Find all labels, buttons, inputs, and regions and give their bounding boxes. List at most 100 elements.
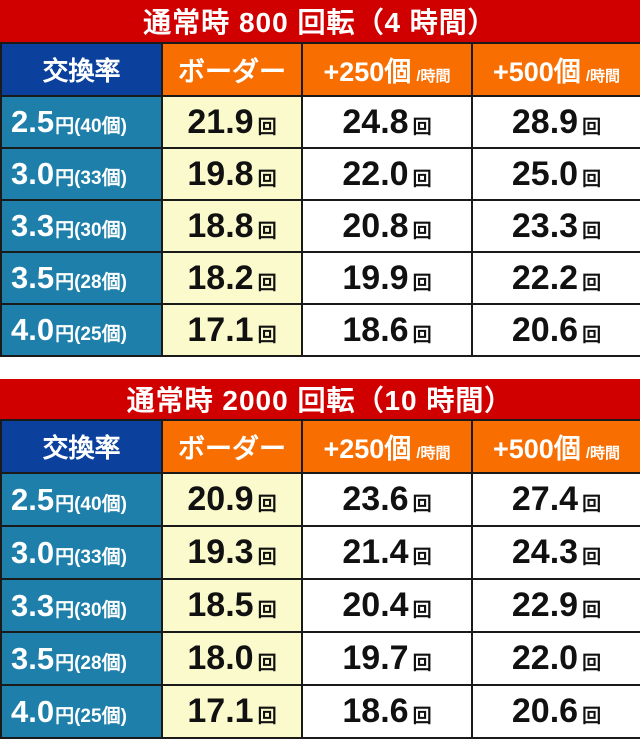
header-plus250: +250個/時間: [301, 42, 473, 97]
plus250-cell: 18.6 回: [301, 684, 473, 739]
header-border: ボーダー: [161, 42, 303, 97]
plus500-cell: 27.4 回: [471, 472, 640, 527]
plus500-value: 22.2: [511, 258, 579, 297]
header-plus500: +500個/時間: [471, 419, 640, 474]
header-exchange-rate: 交換率: [0, 42, 163, 97]
exchange-rate-cell: 2.5円(40個): [0, 472, 163, 527]
border-value: 20.9: [187, 480, 254, 518]
table-row: 4.0円(25個) 17.1 回 18.6 回 20.6 回: [0, 684, 640, 739]
header-plus500-label: +500個: [493, 434, 581, 464]
header-border-label: ボーダー: [178, 57, 286, 87]
exchange-rate-cell: 4.0円(25個): [0, 684, 163, 739]
plus250-value: 23.6: [342, 480, 409, 518]
border-value: 17.1: [187, 310, 254, 349]
header-plus250-label: +250個: [323, 434, 412, 464]
rate-value: 2.5: [11, 104, 55, 139]
unit-label: 回: [582, 220, 602, 242]
unit-label: 回: [412, 706, 432, 727]
plus250-cell: 21.4 回: [301, 525, 473, 580]
header-border: ボーダー: [161, 419, 303, 474]
plus250-value: 19.9: [342, 258, 409, 297]
unit-label: 回: [412, 272, 432, 294]
unit-label: 回: [412, 116, 432, 138]
header-exchange-rate-label: 交換率: [42, 56, 121, 86]
header-plus500-unit: /時間: [585, 68, 620, 85]
rate-value: 3.3: [11, 208, 55, 243]
plus250-cell: 18.6 回: [301, 303, 473, 357]
unit-label: 回: [257, 494, 277, 515]
unit-label: 回: [257, 600, 277, 621]
unit-label: 回: [412, 168, 432, 190]
border-cell: 19.8 回: [161, 147, 303, 201]
border-cell: 17.1 回: [161, 303, 303, 357]
plus500-cell: 22.2 回: [471, 251, 640, 305]
unit-label: 回: [412, 494, 432, 515]
header-plus250-unit: /時間: [416, 68, 451, 85]
plus500-cell: 20.6 回: [471, 303, 640, 357]
table-title-2000: 通常時 2000 回転（10 時間）: [0, 379, 640, 419]
table-row: 2.5円(40個) 21.9 回 24.8 回 28.9 回: [0, 95, 640, 149]
plus250-value: 24.8: [342, 102, 409, 141]
border-value: 18.8: [187, 206, 254, 245]
unit-label: 回: [412, 600, 432, 621]
rate-value: 3.5: [11, 640, 55, 676]
unit-label: 回: [582, 116, 602, 138]
header-exchange-rate-label: 交換率: [42, 433, 121, 463]
unit-label: 回: [582, 653, 602, 674]
plus250-value: 21.4: [342, 533, 409, 571]
rate-value: 3.3: [11, 587, 55, 623]
rate-detail: 円(28個): [55, 652, 127, 674]
exchange-rate-cell: 3.0円(33個): [0, 147, 163, 201]
header-row: 交換率 ボーダー +250個/時間 +500個/時間: [0, 419, 640, 474]
unit-label: 回: [412, 547, 432, 568]
rate-detail: 円(33個): [55, 546, 127, 568]
border-table-800: 交換率 ボーダー +250個/時間 +500個/時間 2.5円(40個) 21.…: [0, 42, 640, 357]
table-row: 3.0円(33個) 19.8 回 22.0 回 25.0 回: [0, 147, 640, 201]
table-row: 3.5円(28個) 18.0 回 19.7 回 22.0 回: [0, 631, 640, 686]
header-plus250-unit: /時間: [416, 445, 451, 462]
exchange-rate-cell: 3.0円(33個): [0, 525, 163, 580]
rate-detail: 円(40個): [55, 493, 127, 515]
rate-value: 4.0: [11, 312, 55, 347]
border-cell: 19.3 回: [161, 525, 303, 580]
plus250-value: 20.4: [342, 586, 409, 624]
unit-label: 回: [412, 653, 432, 674]
border-cell: 20.9 回: [161, 472, 303, 527]
header-plus250: +250個/時間: [301, 419, 473, 474]
exchange-rate-cell: 3.5円(28個): [0, 631, 163, 686]
unit-label: 回: [257, 653, 277, 674]
plus500-value: 20.6: [511, 692, 579, 730]
plus500-value: 25.0: [511, 154, 579, 193]
border-cell: 21.9 回: [161, 95, 303, 149]
table-row: 2.5円(40個) 20.9 回 23.6 回 27.4 回: [0, 472, 640, 527]
plus500-value: 28.9: [511, 102, 579, 141]
unit-label: 回: [257, 547, 277, 568]
plus500-cell: 25.0 回: [471, 147, 640, 201]
border-value: 18.0: [187, 639, 254, 677]
rate-detail: 円(28個): [55, 272, 127, 293]
plus250-cell: 23.6 回: [301, 472, 473, 527]
plus250-cell: 22.0 回: [301, 147, 473, 201]
rate-value: 3.0: [11, 156, 55, 191]
border-cell: 18.8 回: [161, 199, 303, 253]
unit-label: 回: [257, 324, 277, 346]
border-cell: 18.5 回: [161, 578, 303, 633]
header-plus500-label: +500個: [493, 57, 581, 87]
rate-detail: 円(40個): [55, 116, 127, 137]
border-value: 21.9: [187, 102, 254, 141]
unit-label: 回: [257, 116, 277, 138]
plus500-cell: 28.9 回: [471, 95, 640, 149]
rate-detail: 円(33個): [55, 168, 127, 189]
header-border-label: ボーダー: [178, 434, 286, 464]
border-value: 18.2: [187, 258, 254, 297]
header-row: 交換率 ボーダー +250個/時間 +500個/時間: [0, 42, 640, 97]
unit-label: 回: [582, 547, 602, 568]
rate-detail: 円(30個): [55, 599, 127, 621]
unit-label: 回: [582, 168, 602, 190]
table-title-text: 通常時 800 回転（4 時間）: [143, 7, 497, 38]
border-value: 17.1: [187, 692, 254, 730]
table-row: 3.0円(33個) 19.3 回 21.4 回 24.3 回: [0, 525, 640, 580]
border-cell: 17.1 回: [161, 684, 303, 739]
unit-label: 回: [582, 706, 602, 727]
